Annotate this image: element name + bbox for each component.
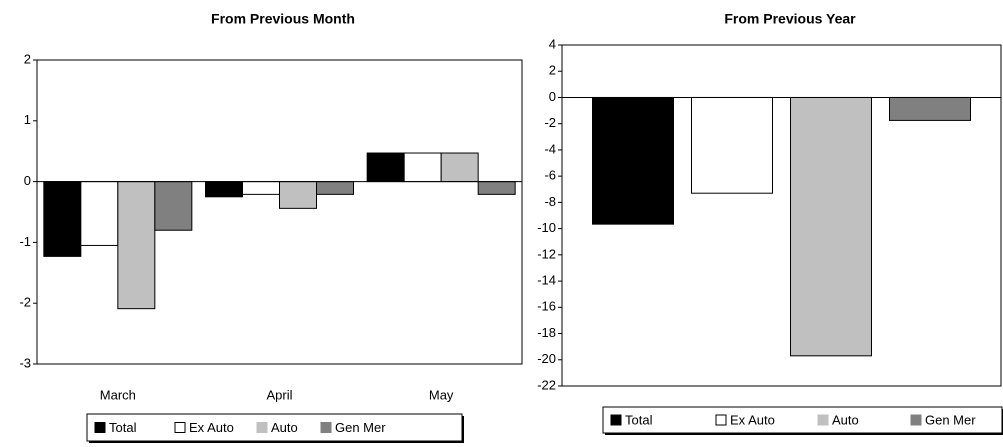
legend-swatch bbox=[94, 422, 106, 433]
chart-title: From Previous Year bbox=[724, 11, 856, 27]
y-tick-label: -2 bbox=[19, 295, 31, 310]
chart-title: From Previous Month bbox=[211, 11, 355, 27]
legend-label: Ex Auto bbox=[189, 420, 234, 435]
y-tick-label: -22 bbox=[537, 377, 556, 392]
y-tick-label: -1 bbox=[19, 234, 31, 249]
legend bbox=[602, 406, 1003, 434]
legend-swatch bbox=[715, 414, 727, 426]
y-tick-label: 2 bbox=[549, 63, 556, 78]
bar bbox=[366, 152, 405, 183]
bar bbox=[117, 181, 156, 310]
bar bbox=[403, 152, 442, 183]
legend-label: Gen Mer bbox=[925, 412, 976, 427]
bar bbox=[80, 181, 119, 246]
bar bbox=[592, 96, 674, 225]
bar bbox=[279, 181, 317, 209]
legend-swatch bbox=[320, 422, 332, 433]
y-tick-label: -10 bbox=[537, 220, 556, 235]
x-tick-label: April bbox=[266, 387, 292, 402]
bar bbox=[691, 96, 773, 194]
legend-label: Ex Auto bbox=[730, 412, 775, 427]
y-tick-label: 0 bbox=[549, 89, 556, 104]
y-tick-label: 4 bbox=[549, 36, 556, 51]
y-tick-label: 0 bbox=[24, 173, 31, 188]
y-tick-label: -16 bbox=[537, 299, 556, 314]
legend-swatch bbox=[256, 422, 268, 433]
y-tick-label: -2 bbox=[544, 115, 556, 130]
bar bbox=[440, 152, 479, 183]
y-tick-label: -4 bbox=[544, 141, 556, 156]
legend bbox=[86, 413, 463, 442]
bar bbox=[790, 96, 872, 357]
bar bbox=[43, 181, 82, 257]
y-tick-label: -20 bbox=[537, 351, 556, 366]
x-tick-label: March bbox=[100, 387, 136, 402]
legend-label: Auto bbox=[832, 412, 859, 427]
legend-label: Total bbox=[625, 412, 653, 427]
y-tick-label: -14 bbox=[537, 273, 556, 288]
y-tick-label: 1 bbox=[24, 112, 31, 127]
x-tick-label: May bbox=[429, 387, 454, 402]
legend-label: Gen Mer bbox=[335, 420, 386, 435]
legend-swatch bbox=[174, 422, 186, 433]
legend-label: Total bbox=[109, 420, 137, 435]
bar bbox=[889, 96, 971, 121]
legend-swatch bbox=[910, 414, 922, 426]
bar bbox=[316, 181, 354, 195]
y-tick-label: -8 bbox=[544, 194, 556, 209]
legend-label: Auto bbox=[271, 420, 298, 435]
y-tick-label: -12 bbox=[537, 246, 556, 261]
y-tick-label: 2 bbox=[24, 51, 31, 66]
bar bbox=[205, 181, 243, 198]
bar bbox=[154, 181, 193, 231]
legend-swatch bbox=[817, 414, 829, 426]
legend-swatch bbox=[610, 414, 622, 426]
y-tick-label: -18 bbox=[537, 325, 556, 340]
y-tick-label: -3 bbox=[19, 355, 31, 370]
bar bbox=[242, 181, 280, 195]
bar bbox=[477, 181, 516, 195]
y-tick-label: -6 bbox=[544, 168, 556, 183]
